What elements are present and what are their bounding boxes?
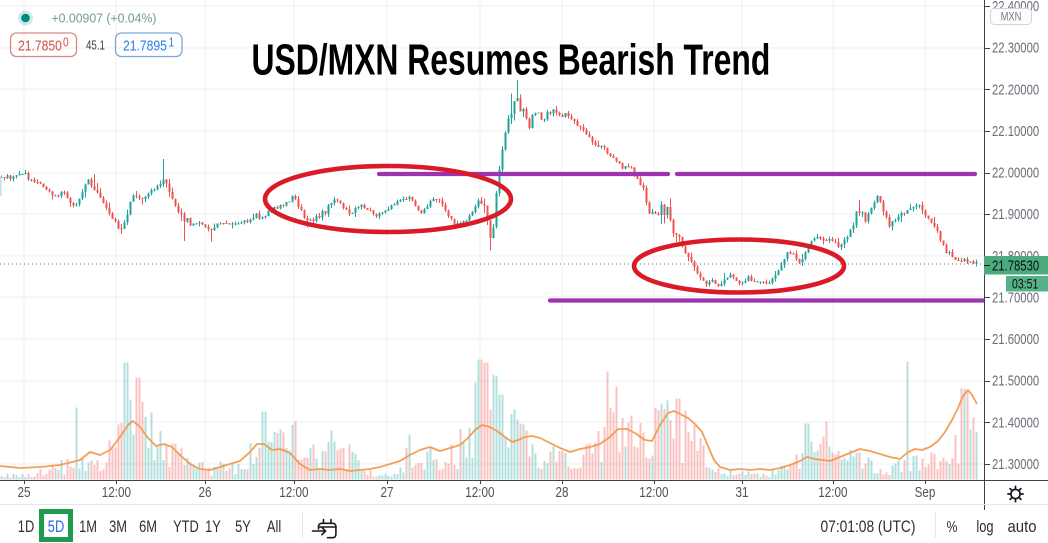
svg-text:USD/MXN Resumes Bearish Trend: USD/MXN Resumes Bearish Trend xyxy=(252,36,771,85)
svg-text:22.00000: 22.00000 xyxy=(992,164,1039,181)
svg-text:log: log xyxy=(976,519,993,537)
svg-text:22.20000: 22.20000 xyxy=(992,81,1039,98)
svg-text:21.60000: 21.60000 xyxy=(992,331,1039,348)
svg-text:YTD: YTD xyxy=(173,519,199,537)
svg-text:MXN: MXN xyxy=(1001,10,1022,23)
svg-text:5D: 5D xyxy=(48,519,64,537)
svg-text:22.30000: 22.30000 xyxy=(992,39,1039,56)
svg-text:12:00: 12:00 xyxy=(818,484,847,501)
svg-text:28: 28 xyxy=(556,484,569,501)
svg-text:1: 1 xyxy=(169,35,175,49)
svg-text:22.10000: 22.10000 xyxy=(992,123,1039,140)
svg-text:21.7850: 21.7850 xyxy=(18,37,62,53)
svg-text:21.78530: 21.78530 xyxy=(992,257,1039,274)
svg-text:45.1: 45.1 xyxy=(86,39,105,52)
svg-text:21.40000: 21.40000 xyxy=(992,414,1039,431)
svg-text:1Y: 1Y xyxy=(205,519,221,537)
svg-text:+0.00907 (+0.04%): +0.00907 (+0.04%) xyxy=(52,11,157,25)
svg-text:12:00: 12:00 xyxy=(639,484,668,501)
svg-text:25: 25 xyxy=(18,484,31,501)
svg-text:All: All xyxy=(267,519,281,537)
svg-text:07:01:08 (UTC): 07:01:08 (UTC) xyxy=(821,518,916,536)
svg-text:21.50000: 21.50000 xyxy=(992,372,1039,389)
svg-text:%: % xyxy=(947,518,958,536)
svg-text:21.30000: 21.30000 xyxy=(992,456,1039,473)
svg-text:auto: auto xyxy=(1008,518,1037,536)
svg-text:21.70000: 21.70000 xyxy=(992,289,1039,306)
svg-text:0: 0 xyxy=(63,35,69,49)
svg-text:12:00: 12:00 xyxy=(279,484,308,501)
svg-text:31: 31 xyxy=(736,484,749,501)
svg-text:5Y: 5Y xyxy=(235,519,251,537)
svg-text:12:00: 12:00 xyxy=(465,484,494,501)
svg-text:12:00: 12:00 xyxy=(102,484,131,501)
svg-text:Sep: Sep xyxy=(915,484,936,501)
svg-text:21.7895: 21.7895 xyxy=(123,37,167,53)
svg-text:3M: 3M xyxy=(109,519,127,537)
svg-text:1D: 1D xyxy=(18,519,34,537)
svg-text:21.90000: 21.90000 xyxy=(992,206,1039,223)
svg-text:27: 27 xyxy=(381,484,394,501)
svg-text:03:51: 03:51 xyxy=(1012,276,1039,292)
svg-text:6M: 6M xyxy=(139,519,157,537)
svg-text:26: 26 xyxy=(199,484,212,501)
svg-text:1M: 1M xyxy=(79,519,97,537)
